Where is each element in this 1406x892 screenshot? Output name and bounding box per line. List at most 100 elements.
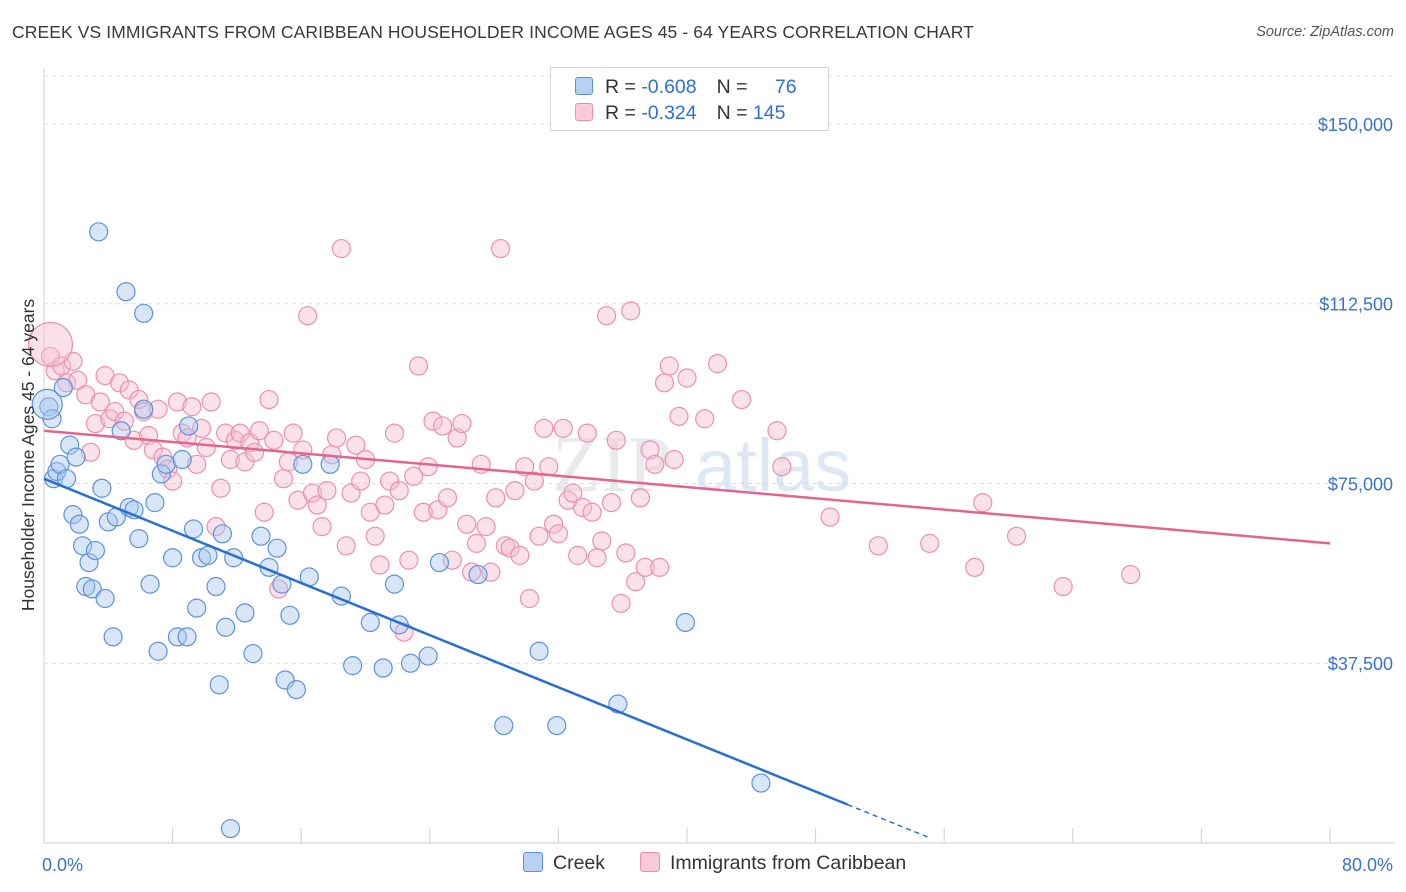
creek-point [92, 478, 112, 498]
caribbean-point [433, 416, 453, 436]
chart-title: CREEK VS IMMIGRANTS FROM CARIBBEAN HOUSE… [12, 22, 974, 42]
caribbean-point [519, 588, 540, 609]
caribbean-point [543, 514, 564, 534]
axes [43, 68, 1395, 844]
creek-point [429, 552, 450, 573]
creek-point [134, 399, 154, 419]
caribbean-point [384, 423, 405, 443]
caribbean-point [264, 430, 284, 450]
caribbean-point [707, 354, 728, 374]
creek-point [384, 574, 405, 594]
caribbean-point [500, 538, 520, 558]
caribbean-point [423, 411, 443, 431]
creek-point [129, 528, 149, 549]
caribbean-point [563, 483, 583, 503]
caribbean-swatch [575, 103, 593, 121]
creek-point [267, 538, 287, 558]
caribbean-point [611, 593, 631, 613]
y-tick-label: $112,500 [1319, 295, 1393, 315]
creek-point [343, 656, 363, 676]
caribbean-point [868, 536, 888, 556]
caribbean-point [524, 471, 544, 491]
creek-point [418, 646, 438, 666]
caribbean-point [515, 457, 535, 477]
legend-box: R = -0.608 N = 76 R = -0.324 N = 145 [550, 67, 829, 131]
caribbean-point [273, 469, 294, 489]
creek-point-large [31, 388, 63, 420]
creek-point [151, 464, 171, 484]
caribbean-point [259, 389, 279, 410]
y-tick-labels: $37,500 $75,000 $112,500 $150,000 [1318, 115, 1393, 674]
caribbean-point [534, 418, 554, 438]
creek-point [140, 574, 160, 594]
creek-point [400, 653, 421, 673]
creek-point [89, 222, 109, 242]
creek-point [79, 552, 99, 573]
caribbean-point [346, 435, 366, 455]
caribbean-point [457, 514, 477, 534]
caribbean-point [695, 409, 715, 429]
creek-point [103, 627, 123, 647]
bottom-creek-label: Creek [553, 852, 606, 874]
creek-point [69, 514, 89, 534]
creek-point [360, 612, 380, 633]
caribbean-point [399, 550, 419, 570]
legend-carib-n-value: 145 [752, 102, 786, 124]
caribbean-point [336, 536, 356, 556]
caribbean-point [230, 423, 250, 443]
legend-creek-r-value: -0.608 [641, 76, 697, 98]
creek-point [373, 658, 393, 678]
creek-point [39, 397, 59, 417]
legend-row-creek: R = -0.608 N = 76 [575, 76, 797, 100]
caribbean-point [365, 526, 385, 546]
creek-point [251, 526, 271, 546]
caribbean-point [621, 301, 641, 321]
creek-point [179, 416, 199, 436]
legend-creek-r-label: R = [605, 76, 642, 98]
creek-point [494, 715, 514, 736]
creek-point [216, 617, 236, 637]
caribbean-point [85, 413, 106, 434]
creek-point [751, 773, 771, 793]
caribbean-point [553, 418, 573, 438]
caribbean-point [1006, 526, 1027, 546]
caribbean-point [677, 368, 697, 388]
bottom-carib-label: Immigrants from Caribbean [670, 852, 907, 874]
creek-point [212, 524, 233, 544]
caribbean-point [476, 517, 496, 537]
legend-creek-n-label: N = [716, 76, 753, 98]
creek-point [167, 627, 188, 647]
caribbean-point [326, 428, 347, 448]
creek-point [177, 627, 197, 647]
caribbean-points [27, 238, 1141, 642]
caribbean-point [375, 495, 395, 515]
caribbean-point [206, 517, 226, 537]
caribbean-point [90, 392, 110, 412]
caribbean-point [597, 306, 617, 326]
creek-point [116, 282, 136, 302]
caribbean-point [437, 488, 458, 508]
caribbean-point [307, 495, 327, 515]
y-tick-label: $37,500 [1328, 654, 1393, 674]
creek-point [293, 454, 313, 474]
caribbean-point [404, 466, 424, 486]
caribbean-point [606, 430, 626, 450]
trend-lines [43, 429, 1331, 838]
caribbean-point [211, 478, 231, 498]
legend-creek-n-value: 76 [774, 76, 797, 98]
caribbean-point [119, 380, 139, 400]
creek-point [529, 641, 549, 661]
y-tick-label: $75,000 [1328, 474, 1393, 494]
caribbean-point [182, 397, 202, 417]
creek-point [163, 548, 183, 568]
caribbean-point [659, 356, 679, 376]
caribbean-point-large [27, 321, 74, 368]
creek-point [66, 447, 86, 467]
bottom-legend-caribbean: Immigrants from Caribbean [640, 852, 906, 875]
legend-carib-r-label: R = [605, 102, 642, 124]
creek-point [134, 303, 154, 323]
caribbean-point [669, 406, 689, 426]
caribbean-point [568, 545, 588, 565]
caribbean-point [163, 471, 183, 491]
caribbean-point [505, 481, 525, 501]
